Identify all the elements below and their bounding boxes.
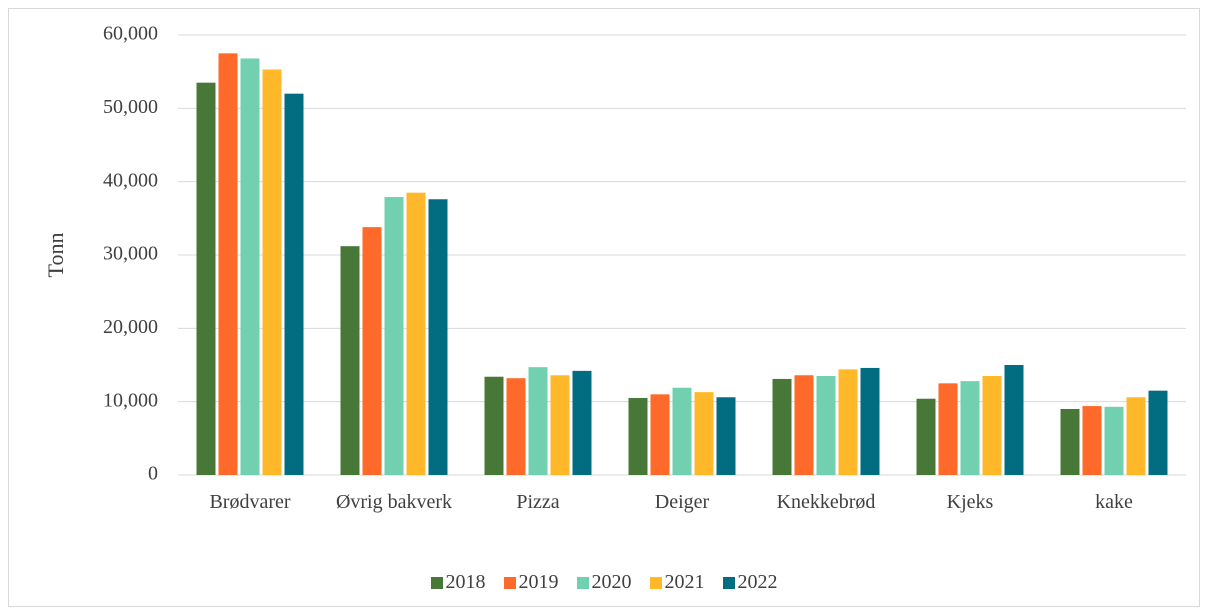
bar <box>838 369 858 475</box>
bar <box>506 378 526 475</box>
legend-label: 2018 <box>445 571 486 593</box>
legend: 2018 2019 2020 2021 2022 <box>0 571 1208 594</box>
bar <box>1082 406 1102 475</box>
bar <box>772 378 792 475</box>
bar <box>240 58 260 475</box>
legend-item: 2022 <box>722 571 778 594</box>
legend-swatch <box>503 576 516 589</box>
bar <box>716 397 736 475</box>
y-tick-label: 30,000 <box>103 243 158 265</box>
bar <box>384 197 404 476</box>
y-tick-label: 50,000 <box>103 96 158 118</box>
bar <box>650 394 670 475</box>
bar <box>428 199 448 475</box>
y-tick-label: 60,000 <box>103 23 158 45</box>
bar <box>406 192 426 475</box>
x-tick-label: Pizza <box>516 491 560 513</box>
bar <box>340 246 360 475</box>
bar <box>916 398 936 475</box>
bar <box>1126 397 1146 475</box>
legend-label: 2019 <box>518 571 559 593</box>
legend-item: 2020 <box>576 571 632 594</box>
legend-item: 2018 <box>430 571 486 594</box>
bar <box>672 387 692 475</box>
legend-item: 2019 <box>503 571 559 594</box>
x-tick-label: Brødvarer <box>209 491 291 513</box>
bar <box>572 370 592 475</box>
x-tick-label: Deiger <box>654 491 710 513</box>
legend-swatch <box>576 576 589 589</box>
bar <box>218 53 238 475</box>
y-tick-label: 20,000 <box>103 316 158 338</box>
bar <box>816 376 836 475</box>
legend-item: 2021 <box>649 571 705 594</box>
bar <box>1104 406 1124 475</box>
bar <box>262 69 282 475</box>
y-tick-label: 40,000 <box>103 169 158 191</box>
x-tick-label: Kjeks <box>946 491 994 513</box>
bar <box>550 375 570 475</box>
legend-swatch <box>649 576 662 589</box>
x-tick-label: Knekkebrød <box>776 491 876 513</box>
chart-border <box>8 8 1200 607</box>
bar <box>860 367 880 475</box>
legend-label: 2021 <box>664 571 705 593</box>
y-axis-title: Tonn <box>43 233 68 278</box>
bar <box>1004 365 1024 475</box>
bar <box>284 93 304 476</box>
y-tick-label: 10,000 <box>103 389 158 411</box>
bar <box>1060 409 1080 475</box>
bar <box>362 227 382 475</box>
x-tick-label: kake <box>1095 491 1133 513</box>
legend-label: 2022 <box>737 571 778 593</box>
bar <box>694 392 714 475</box>
bar <box>1148 390 1168 475</box>
legend-swatch <box>722 576 735 589</box>
bar <box>484 376 504 475</box>
bar <box>528 367 548 475</box>
bar <box>960 381 980 475</box>
legend-label: 2020 <box>591 571 632 593</box>
y-tick-label: 0 <box>148 463 158 485</box>
legend-swatch <box>430 576 443 589</box>
bar <box>982 376 1002 475</box>
bar <box>628 398 648 475</box>
bar <box>938 383 958 475</box>
x-tick-label: Øvrig bakverk <box>335 491 453 513</box>
bar <box>196 82 216 476</box>
bar <box>794 375 814 475</box>
